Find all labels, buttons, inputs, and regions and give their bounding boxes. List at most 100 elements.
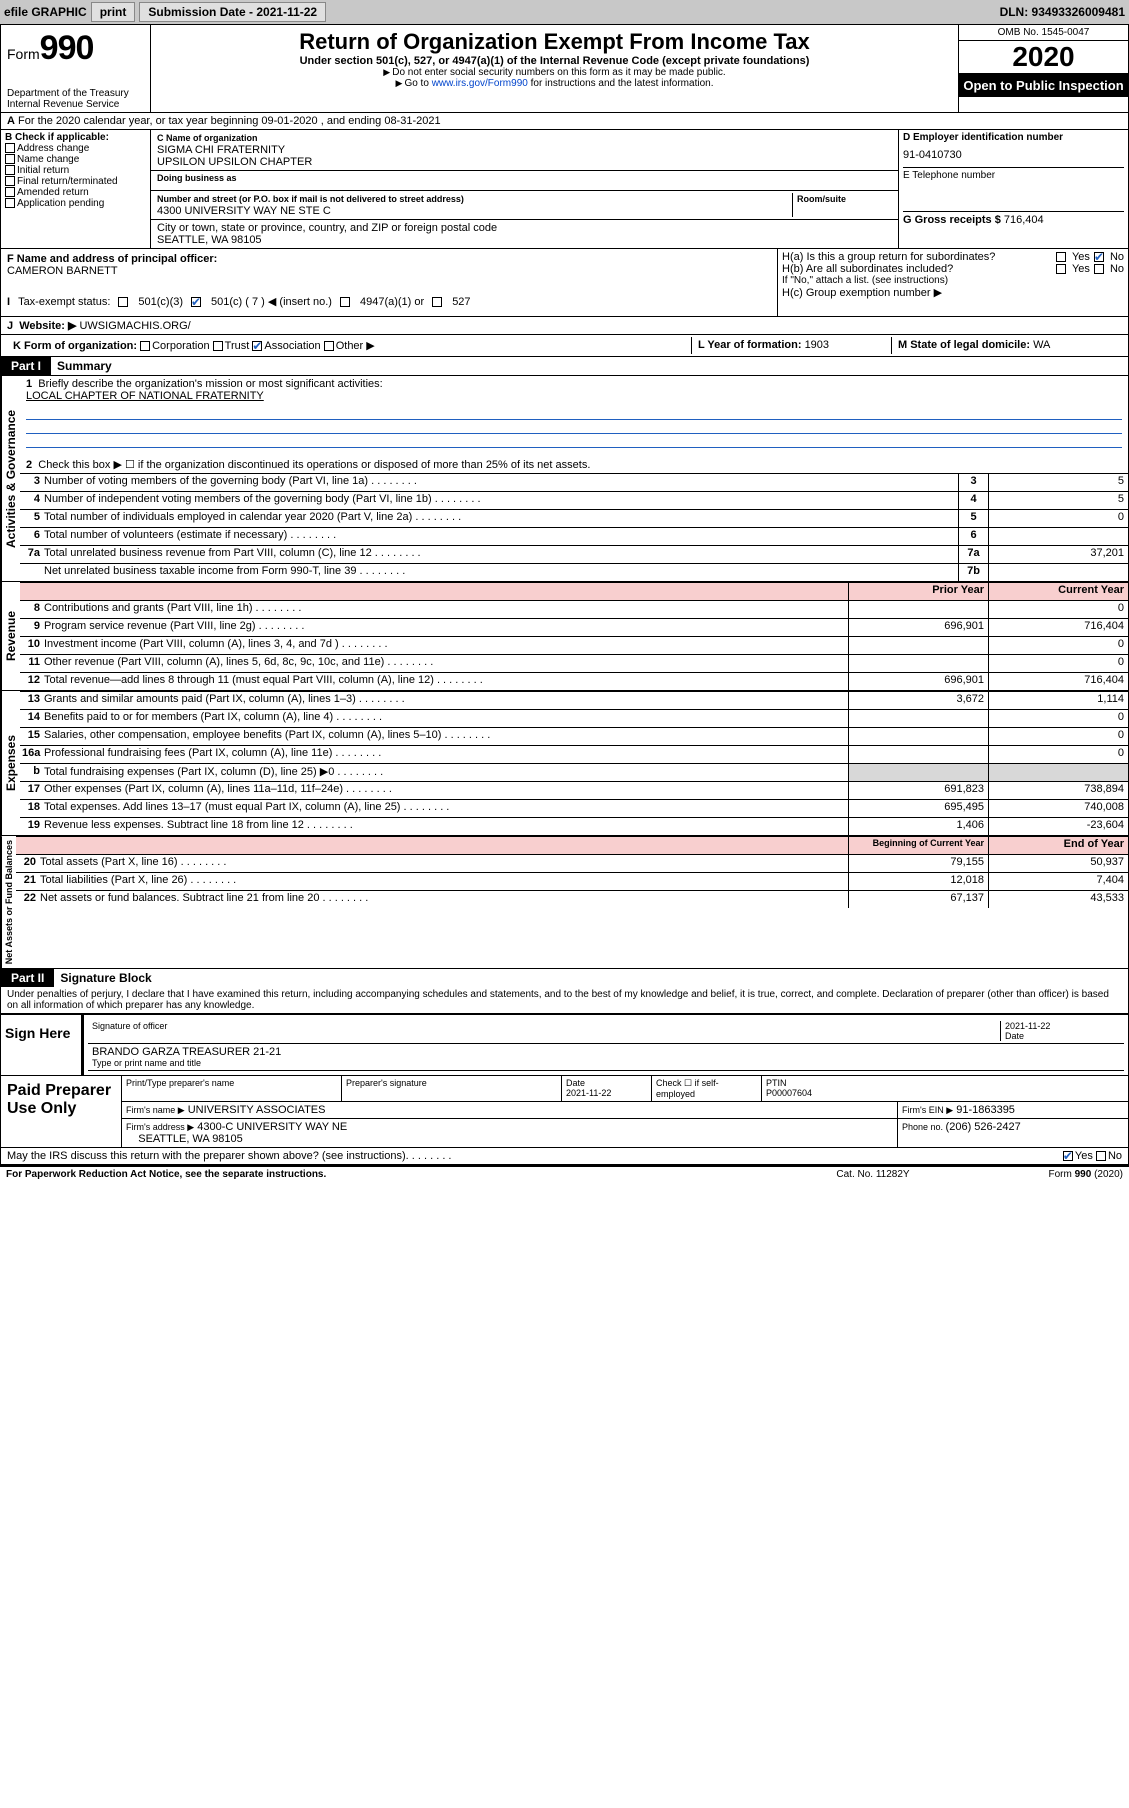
box-f: F Name and address of principal officer:… [1,249,778,316]
i-label: I [7,296,10,308]
section-j: J Website: ▶ UWSIGMACHIS.ORG/ [1,316,1128,334]
cbx-501c3[interactable] [118,297,128,307]
box-b: B Check if applicable: Address change Na… [1,130,151,248]
box-d: D Employer identification number 91-0410… [898,130,1128,248]
omb-number: OMB No. 1545-0047 [959,25,1128,41]
org-name-cell: C Name of organization SIGMA CHI FRATERN… [151,130,898,171]
table-row: 17Other expenses (Part IX, column (A), l… [20,781,1128,799]
form-title: Return of Organization Exempt From Incom… [157,29,952,55]
f-label: F Name and address of principal officer: [7,253,771,265]
sign-here: Sign Here Signature of officer 2021-11-2… [1,1013,1128,1075]
table-row: 13Grants and similar amounts paid (Part … [20,691,1128,709]
b-opt-5: Application pending [5,198,146,209]
mission-text: LOCAL CHAPTER OF NATIONAL FRATERNITY [26,390,264,402]
discuss-yes[interactable] [1063,1151,1073,1161]
efile-label: efile GRAPHIC [4,5,87,19]
discuss-row: May the IRS discuss this return with the… [1,1147,1128,1164]
table-row: 16aProfessional fundraising fees (Part I… [20,745,1128,763]
box-h: H(a) Is this a group return for subordin… [778,249,1128,316]
jurat: Under penalties of perjury, I declare th… [1,987,1128,1013]
top-bar: efile GRAPHIC print Submission Date - 20… [0,0,1129,24]
inst2-pre: Go to [404,78,431,89]
b-opt-1: Name change [5,154,146,165]
irs-label: Internal Revenue Service [7,99,144,110]
org-name-2: UPSILON UPSILON CHAPTER [157,156,312,168]
open-to-public: Open to Public Inspection [959,74,1128,97]
principal-officer-row: F Name and address of principal officer:… [1,248,1128,316]
line-a: A For the 2020 calendar year, or tax yea… [1,112,1128,129]
instruction-ssn: Do not enter social security numbers on … [157,67,952,78]
b-opt-3: Final return/terminated [5,176,146,187]
table-row: 19Revenue less expenses. Subtract line 1… [20,817,1128,835]
org-name-1: SIGMA CHI FRATERNITY [157,144,285,156]
officer-name: CAMERON BARNETT [7,265,771,277]
b-opt-0: Address change [5,143,146,154]
table-row: 14Benefits paid to or for members (Part … [20,709,1128,727]
part2-header: Part II Signature Block [1,968,1128,987]
street: 4300 UNIVERSITY WAY NE STE C [157,205,331,217]
cbx-527[interactable] [432,297,442,307]
website: UWSIGMACHIS.ORG/ [79,320,190,332]
q2-text: Check this box ▶ ☐ if the organization d… [38,459,590,471]
irs-link[interactable]: www.irs.gov/Form990 [432,78,528,89]
table-row: 7aTotal unrelated business revenue from … [20,545,1128,563]
box-c: C Name of organization SIGMA CHI FRATERN… [151,130,898,248]
hb-note: If "No," attach a list. (see instruction… [782,275,1124,286]
part1-header: Part I Summary [1,356,1128,375]
net-assets-section: Net Assets or Fund Balances Beginning of… [1,835,1128,968]
form-number: 990 [40,29,94,67]
table-row: 8Contributions and grants (Part VIII, li… [20,600,1128,618]
hc-label: H(c) Group exemption number ▶ [782,286,1124,299]
revenue-section: Revenue Prior Year Current Year 8Contrib… [1,581,1128,690]
ein-label: D Employer identification number [903,132,1124,143]
b-opt-4: Amended return [5,187,146,198]
header-right: OMB No. 1545-0047 2020 Open to Public In… [958,25,1128,112]
expenses-section: Expenses 13Grants and similar amounts pa… [1,690,1128,835]
dln-label: DLN: 93493326009481 [1000,5,1125,19]
table-row: Net unrelated business taxable income fr… [20,563,1128,581]
cbx-501c[interactable] [191,297,201,307]
table-row: 21Total liabilities (Part X, line 26) . … [16,872,1128,890]
filer-meta: B Check if applicable: Address change Na… [1,129,1128,248]
print-button[interactable]: print [91,2,136,22]
dept-label: Department of the Treasury [7,88,144,99]
form-word: Form [7,46,40,62]
net-header: Beginning of Current Year End of Year [16,836,1128,854]
table-row: 18Total expenses. Add lines 13–17 (must … [20,799,1128,817]
dba-cell: Doing business as [151,171,898,191]
footer: For Paperwork Reduction Act Notice, see … [0,1165,1129,1182]
form-990: Form990 Department of the Treasury Inter… [0,24,1129,1165]
form-subtitle: Under section 501(c), 527, or 4947(a)(1)… [157,55,952,67]
side-revenue: Revenue [1,582,20,690]
paid-preparer: Paid Preparer Use Only Print/Type prepar… [1,1075,1128,1147]
header-middle: Return of Organization Exempt From Incom… [151,25,958,112]
sig-officer-label: Signature of officer [92,1021,1000,1041]
discuss-no[interactable] [1096,1151,1106,1161]
box-b-label: B Check if applicable: [5,132,146,143]
city: SEATTLE, WA 98105 [157,234,262,246]
paid-label: Paid Preparer Use Only [1,1076,121,1147]
cbx-4947[interactable] [340,297,350,307]
table-row: 5Total number of individuals employed in… [20,509,1128,527]
phone-label: E Telephone number [903,167,1124,181]
header-left: Form990 Department of the Treasury Inter… [1,25,151,112]
table-row: 22Net assets or fund balances. Subtract … [16,890,1128,908]
street-cell: Number and street (or P.O. box if mail i… [151,191,898,220]
tax-year: 2020 [959,41,1128,74]
table-row: 4Number of independent voting members of… [20,491,1128,509]
section-k: K Form of organization: Corporation Trus… [1,334,1128,356]
ha-label: H(a) Is this a group return for subordin… [782,251,1052,263]
b-opt-2: Initial return [5,165,146,176]
table-row: 20Total assets (Part X, line 16) . . . .… [16,854,1128,872]
signer-name: BRANDO GARZA TREASURER 21-21 [92,1046,1120,1058]
table-row: 11Other revenue (Part VIII, column (A), … [20,654,1128,672]
table-row: bTotal fundraising expenses (Part IX, co… [20,763,1128,781]
table-row: 9Program service revenue (Part VIII, lin… [20,618,1128,636]
side-expenses: Expenses [1,691,20,835]
hb-label: H(b) Are all subordinates included? [782,263,1052,275]
table-row: 12Total revenue—add lines 8 through 11 (… [20,672,1128,690]
activities-governance: Activities & Governance 1 Briefly descri… [1,375,1128,581]
submission-date[interactable]: Submission Date - 2021-11-22 [139,2,326,22]
form-header: Form990 Department of the Treasury Inter… [1,25,1128,112]
form-identifier: Form990 [7,29,144,68]
